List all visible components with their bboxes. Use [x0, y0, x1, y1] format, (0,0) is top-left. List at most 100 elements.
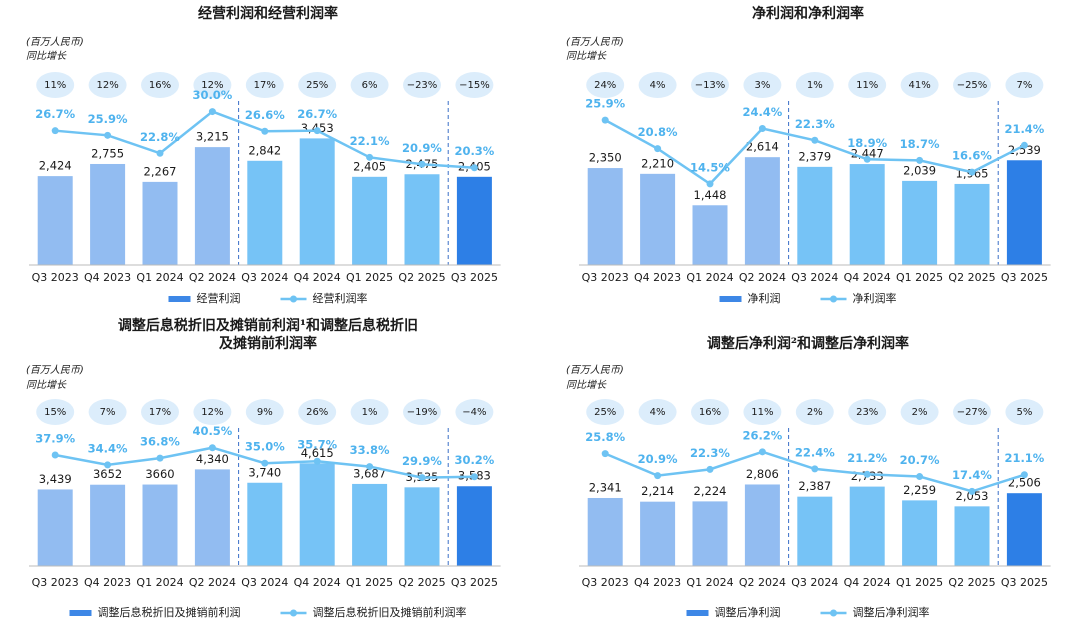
- growth-bubble: [455, 72, 494, 98]
- growth-bubble: [795, 72, 834, 98]
- bar-value-label: 2,267: [144, 164, 177, 178]
- growth-value: 2%: [807, 407, 823, 418]
- growth-value: 15%: [44, 407, 66, 418]
- line-value-label: 22.1%: [350, 134, 390, 148]
- x-tick-label: Q2 2024: [739, 271, 786, 284]
- line-value-label: 22.3%: [690, 446, 730, 460]
- line-value-label: 40.5%: [192, 424, 232, 438]
- growth-value: −15%: [459, 80, 490, 91]
- growth-bubble: [298, 72, 337, 98]
- growth-bubble: [1005, 399, 1044, 425]
- line-marker: [706, 465, 714, 473]
- growth-label: 同比增长: [566, 50, 607, 62]
- growth-value: 12%: [201, 407, 223, 418]
- bar: [849, 486, 885, 566]
- bar-value-label: 2,506: [1008, 476, 1041, 490]
- growth-value: 7%: [1016, 80, 1032, 91]
- line-marker: [1020, 471, 1028, 479]
- bar-value-label: 2,039: [903, 163, 936, 177]
- line-marker: [863, 470, 871, 478]
- bar-value-label: 2,379: [798, 149, 831, 163]
- bar: [247, 482, 283, 566]
- bar-value-label: 1,448: [694, 188, 727, 202]
- bar-value-label: 2,053: [956, 489, 989, 503]
- line-value-label: 33.8%: [350, 443, 390, 457]
- line-marker: [758, 125, 766, 133]
- growth-value: 26%: [306, 407, 328, 418]
- line-marker: [758, 448, 766, 456]
- growth-value: 17%: [149, 407, 171, 418]
- chart-panel: 净利润和净利润率 (百万人民币) 同比增长 24% 2,350 Q3 2023 4% 2,21…: [566, 5, 1051, 305]
- bar: [299, 138, 335, 265]
- bar: [299, 463, 335, 566]
- growth-bubble: [350, 72, 389, 98]
- bar-value-label: 3,687: [353, 466, 386, 480]
- line-value-label: 26.2%: [742, 428, 782, 442]
- growth-value: −27%: [957, 407, 988, 418]
- line-marker: [51, 451, 59, 459]
- bar-value-label: 2,214: [641, 484, 674, 498]
- bar-value-label: 3660: [145, 467, 174, 481]
- legend-marker: [830, 609, 837, 617]
- line-marker: [418, 160, 426, 168]
- line-value-label: 22.4%: [795, 445, 835, 459]
- legend-label: 净利润率: [853, 291, 897, 305]
- x-tick-label: Q2 2024: [189, 271, 236, 284]
- growth-value: 1%: [807, 80, 823, 91]
- growth-bubble: [245, 399, 284, 425]
- growth-value: −23%: [407, 80, 438, 91]
- legend-label: 调整后息税折旧及摊销前利润率: [313, 605, 467, 619]
- growth-value: 7%: [100, 407, 116, 418]
- growth-bubble: [403, 399, 441, 425]
- legend: 净利润 净利润率: [719, 291, 897, 305]
- bar-value-label: 4,615: [301, 446, 334, 460]
- x-tick-label: Q4 2024: [294, 576, 341, 589]
- line-marker: [863, 155, 871, 163]
- bar: [352, 483, 388, 566]
- bar-value-label: 3,215: [196, 130, 229, 144]
- growth-bubble: [141, 72, 179, 98]
- legend-swatch: [686, 610, 709, 616]
- line-value-label: 18.9%: [847, 136, 887, 150]
- line-marker: [654, 145, 662, 153]
- x-tick-label: Q1 2025: [346, 271, 393, 284]
- x-tick-label: Q3 2025: [451, 271, 498, 284]
- bar-value-label: 2,614: [746, 140, 779, 154]
- bar: [692, 501, 728, 566]
- growth-bubble: [403, 72, 441, 98]
- bar: [744, 484, 780, 566]
- growth-value: −4%: [462, 407, 486, 418]
- line-marker: [811, 136, 819, 144]
- line-marker: [916, 473, 924, 481]
- x-tick-label: Q2 2025: [398, 271, 445, 284]
- growth-label: 同比增长: [26, 379, 67, 391]
- chart-title: 调整后息税折旧及摊销前利润¹和调整后息税折旧: [118, 317, 418, 334]
- growth-bubble: [743, 399, 782, 425]
- line-marker: [418, 474, 426, 482]
- growth-value: −25%: [957, 80, 988, 91]
- bar: [1006, 493, 1042, 566]
- growth-value: 11%: [751, 407, 773, 418]
- growth-bubble: [88, 399, 127, 425]
- growth-value: 17%: [254, 80, 276, 91]
- bar: [37, 176, 73, 265]
- growth-value: 25%: [594, 407, 616, 418]
- bar: [456, 486, 492, 566]
- line-value-label: 21.2%: [847, 451, 887, 465]
- line-value-label: 37.9%: [35, 432, 75, 446]
- line-value-label: 36.8%: [140, 435, 180, 449]
- growth-bubble: [848, 399, 887, 425]
- line-value-label: 25.8%: [585, 430, 625, 444]
- chart-panel: 经营利润和经营利润率 (百万人民币) 同比增长 11% 2,424 Q3 2023 12% 2…: [26, 5, 501, 305]
- line-marker: [601, 116, 609, 124]
- x-tick-label: Q1 2025: [346, 576, 393, 589]
- growth-value: 2%: [912, 407, 928, 418]
- growth-bubble: [953, 399, 991, 425]
- line-marker: [261, 459, 269, 467]
- growth-bubble: [193, 72, 232, 98]
- growth-value: 24%: [594, 80, 616, 91]
- growth-bubble: [245, 72, 284, 98]
- growth-value: 11%: [44, 80, 66, 91]
- line-value-label: 22.8%: [140, 130, 180, 144]
